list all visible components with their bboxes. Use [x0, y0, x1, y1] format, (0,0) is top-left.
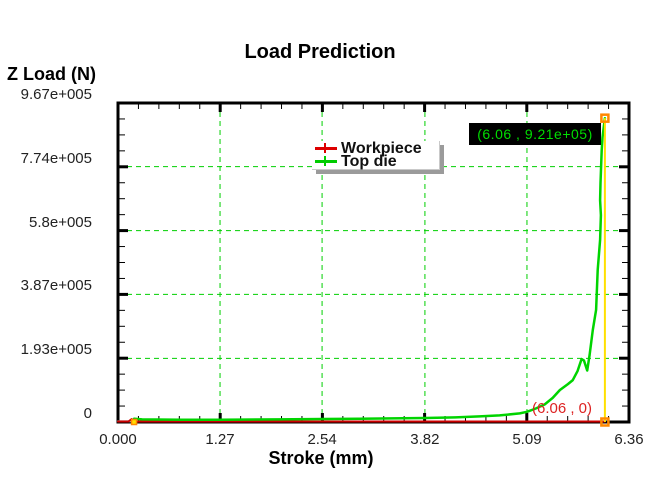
chart-title: Load Prediction [244, 41, 396, 63]
y-tick-label: 9.67e+005 [20, 86, 92, 103]
y-axis-title: Z Load (N) [7, 64, 96, 84]
legend[interactable]: Workpiece Top die [312, 141, 440, 170]
top-die-line-sample [315, 156, 337, 166]
y-tick-label: 3.87e+005 [20, 277, 92, 295]
x-tick-label: 0.000 [99, 431, 137, 448]
crosshair-marker-bottom[interactable] [600, 417, 610, 427]
workpiece-line-sample [315, 143, 337, 153]
crosshair-marker-top[interactable] [600, 113, 610, 123]
x-axis-title: Stroke (mm) [268, 448, 374, 468]
legend-label-top-die: Top die [341, 153, 397, 170]
curve-origin-marker [130, 418, 138, 426]
workpiece-marker-tick [324, 143, 326, 153]
legend-item-top-die: Top die [315, 153, 436, 170]
y-tick-label: 0 [83, 405, 92, 422]
top-die-curve [132, 116, 607, 421]
y-tick-label: 1.93e+005 [20, 341, 92, 359]
top-die-marker-tick [324, 156, 326, 166]
legend-label-workpiece: Workpiece [341, 140, 422, 157]
x-tick-label: 5.09 [512, 431, 542, 448]
crosshair-annotation-bottom: (6.06 , 0) [531, 400, 593, 417]
x-tick-label: 2.54 [307, 431, 337, 448]
y-tick-label: 5.8e+005 [29, 213, 92, 231]
y-tick-label: 7.74e+005 [20, 149, 92, 167]
legend-item-workpiece: Workpiece [315, 140, 436, 157]
workpiece-curve [117, 418, 606, 423]
x-tick-label: 3.82 [410, 431, 440, 448]
x-tick-label: 6.36 [614, 431, 644, 448]
crosshair-annotation-top: (6.06 , 9.21e+05) [469, 123, 601, 145]
x-tick-label: 1.27 [205, 431, 235, 448]
